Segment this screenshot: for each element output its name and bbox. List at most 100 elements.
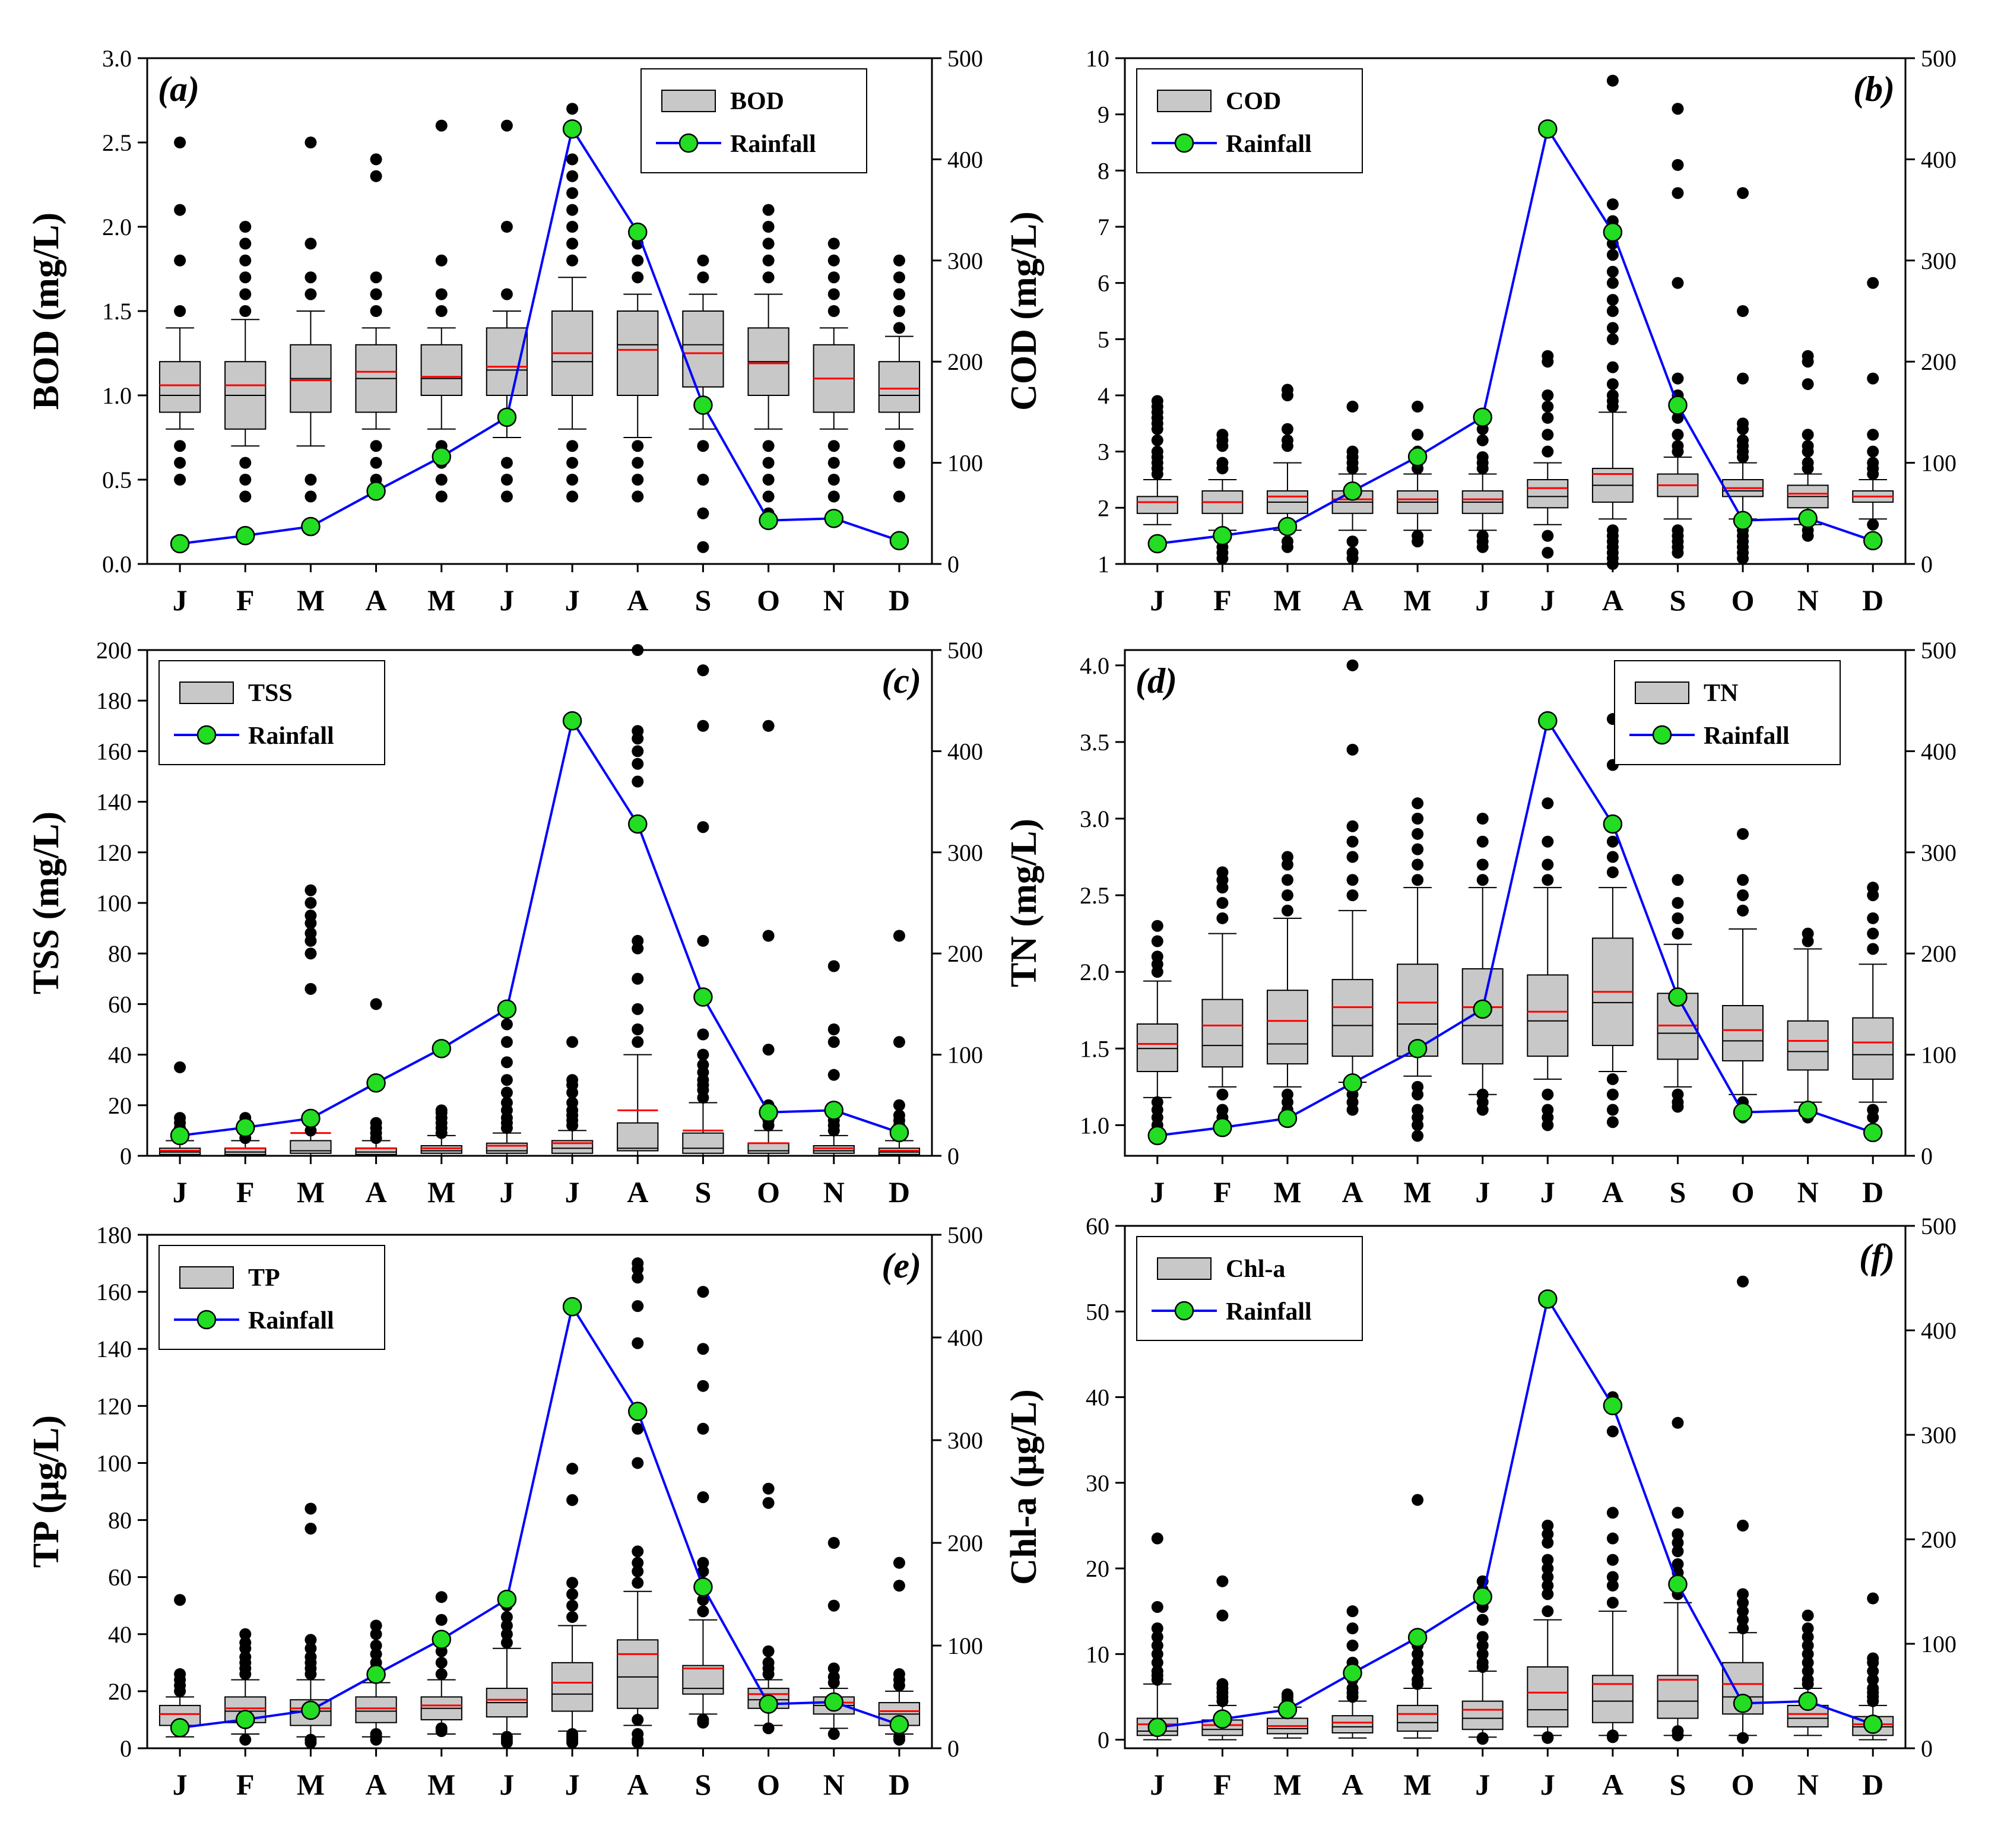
rainfall-marker: [1798, 1101, 1818, 1120]
outlier-point: [1867, 912, 1879, 924]
panel-label: (a): [158, 69, 199, 109]
y-tick-label: 120: [96, 839, 132, 866]
outlier-point: [1346, 1622, 1359, 1635]
outlier-point: [1346, 659, 1359, 671]
outlier-point: [1802, 1609, 1814, 1622]
box-m-2: [290, 137, 332, 503]
box-n-10: [813, 960, 855, 1156]
rainfall-marker: [889, 1123, 909, 1143]
box-j-0: [158, 137, 201, 486]
outlier-point: [1281, 535, 1293, 548]
box-n-10: [1787, 350, 1829, 542]
x-tick-label: A: [366, 1175, 387, 1209]
outlier-point: [1412, 797, 1424, 810]
outlier-point: [370, 1619, 382, 1632]
box-j-5: [1461, 813, 1504, 1116]
outlier-point: [1281, 851, 1293, 863]
outlier-point: [1737, 434, 1749, 446]
x-tick-label: F: [236, 1768, 255, 1801]
rainfall-marker: [824, 1101, 843, 1120]
box-iqr: [1527, 974, 1569, 1057]
legend-box-label: COD: [1226, 88, 1281, 115]
y2-tick-label: 300: [947, 248, 983, 274]
rainfall-marker: [1147, 534, 1168, 554]
outlier-point: [1606, 322, 1619, 334]
box-o-9: [1722, 828, 1764, 1124]
x-tick-label: N: [823, 1768, 845, 1801]
box-iqr: [1266, 990, 1308, 1065]
box-iqr: [1787, 1020, 1829, 1071]
outlier-point: [1737, 372, 1749, 385]
outlier-point: [1672, 103, 1684, 115]
y2-tick-label: 400: [947, 1324, 983, 1351]
outlier-point: [762, 1482, 775, 1495]
y2-tick-label: 200: [1921, 1526, 1956, 1553]
outlier-point: [632, 271, 644, 284]
box-n-10: [813, 237, 855, 503]
box-m-4: [420, 1104, 462, 1156]
outlier-point: [1606, 1596, 1619, 1609]
outlier-point: [1867, 277, 1879, 289]
outlier-point: [893, 1557, 905, 1569]
outlier-point: [893, 1036, 905, 1048]
outlier-point: [1672, 440, 1684, 452]
rainfall-marker: [1473, 999, 1492, 1019]
y2-tick-label: 400: [1921, 1317, 1956, 1344]
outlier-point: [827, 1036, 840, 1048]
y-tick-label: 120: [96, 1393, 132, 1419]
outlier-point: [174, 440, 186, 452]
outlier-point: [1281, 904, 1293, 917]
legend-box-label: TN: [1704, 680, 1738, 707]
outlier-point: [435, 1614, 448, 1626]
box-iqr: [1722, 1004, 1764, 1061]
box-f-1: [224, 221, 267, 503]
outlier-point: [697, 1048, 709, 1061]
legend-box-swatch: [661, 90, 716, 112]
box-j-6: [551, 1036, 594, 1156]
legend: COD Rainfall: [1136, 68, 1363, 173]
outlier-point: [1542, 1536, 1554, 1549]
outlier-point: [1542, 389, 1554, 401]
outlier-point: [305, 884, 317, 896]
outlier-point: [1281, 423, 1293, 435]
outlier-point: [1542, 1104, 1554, 1116]
box-s-8: [1657, 874, 1699, 1113]
outlier-point: [632, 757, 644, 770]
box-a-7: [617, 237, 659, 503]
rainfall-marker: [301, 1108, 321, 1129]
box-j-5: [486, 1599, 528, 1749]
box-iqr: [878, 361, 921, 413]
box-j-0: [1136, 920, 1178, 1136]
outlier-point: [1802, 1665, 1814, 1678]
outlier-point: [1216, 866, 1229, 879]
box-iqr: [682, 310, 724, 388]
legend-rain-marker: [1652, 725, 1672, 745]
outlier-point: [1802, 1656, 1814, 1669]
rainfall-marker: [1213, 1118, 1232, 1137]
outlier-point: [1151, 434, 1163, 446]
legend-box-swatch: [179, 1266, 234, 1289]
outlier-point: [239, 474, 252, 486]
x-tick-label: A: [1342, 584, 1363, 617]
y2-tick-label: 0: [947, 551, 959, 578]
box-iqr: [1397, 1704, 1439, 1732]
outlier-point: [1737, 417, 1749, 430]
outlier-point: [762, 1645, 775, 1657]
outlier-point: [632, 440, 644, 452]
box-iqr: [813, 1145, 855, 1154]
rainfall-marker: [1668, 987, 1688, 1007]
outlier-point: [697, 1028, 709, 1041]
outlier-point: [1737, 889, 1749, 902]
outlier-point: [1606, 1571, 1619, 1583]
rainfall-marker: [1733, 511, 1753, 530]
rainfall-marker: [1538, 1289, 1558, 1309]
outlier-point: [697, 507, 709, 519]
outlier-point: [1802, 1622, 1814, 1635]
outlier-point: [1216, 912, 1229, 924]
outlier-point: [1412, 400, 1424, 413]
outlier-point: [1802, 378, 1814, 391]
outlier-point: [1802, 440, 1814, 452]
outlier-point: [1737, 904, 1749, 917]
panel-d: 1.0 1.5 2.0 2.5 3.0 3.5 4.0 0 100 200 300 400 500 J F M…: [1004, 637, 1956, 1209]
box-iqr: [747, 1142, 789, 1154]
